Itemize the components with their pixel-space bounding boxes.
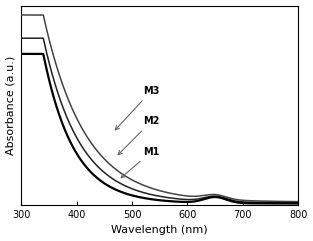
Text: M2: M2 <box>118 116 159 155</box>
X-axis label: Wavelength (nm): Wavelength (nm) <box>111 225 208 235</box>
Y-axis label: Absorbance (a.u.): Absorbance (a.u.) <box>6 56 16 155</box>
Text: M3: M3 <box>115 86 159 130</box>
Text: M1: M1 <box>121 147 159 178</box>
